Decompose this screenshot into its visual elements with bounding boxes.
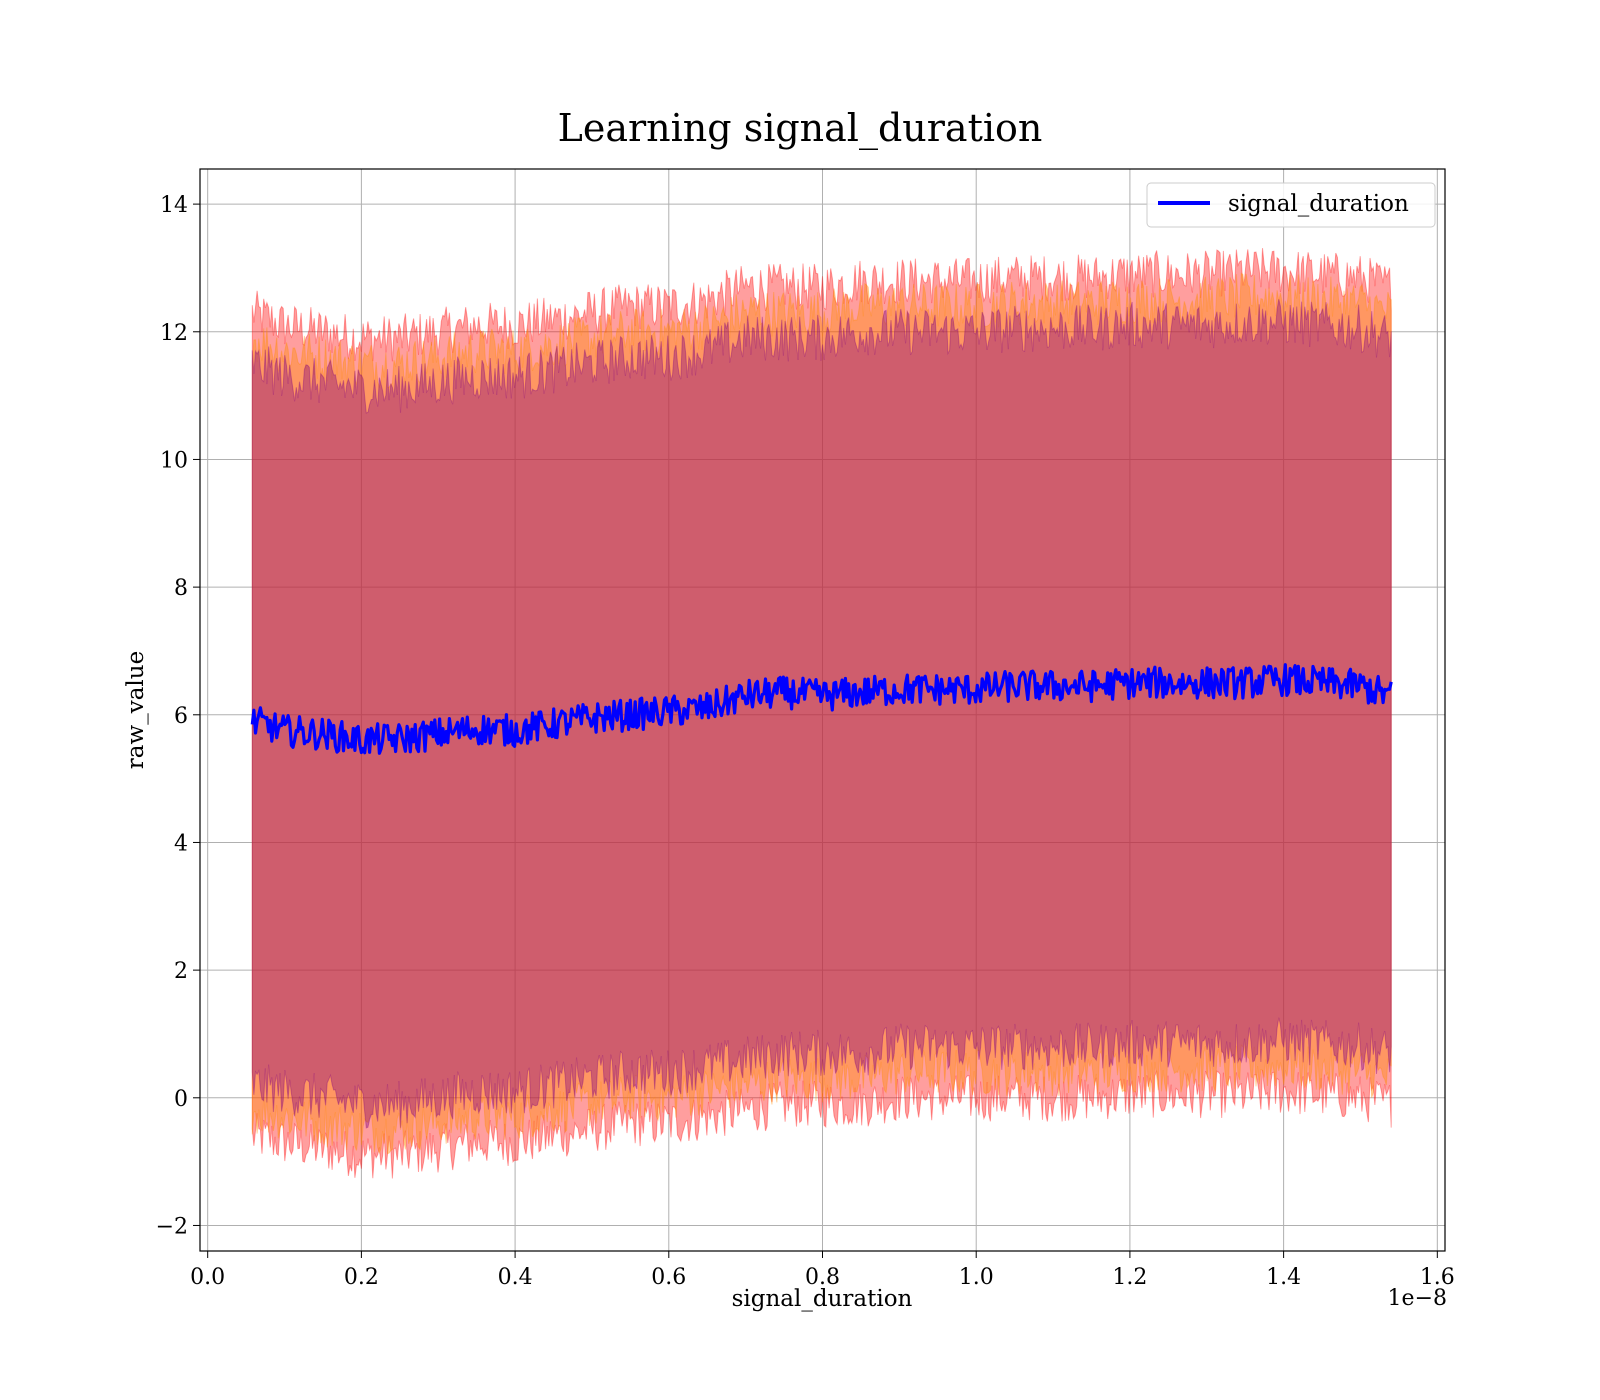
x-tick-label: 1.6 <box>1420 1265 1455 1290</box>
band-outer <box>251 248 1392 1179</box>
series-lines <box>250 663 1393 755</box>
x-tick-label: 1.2 <box>1112 1265 1147 1290</box>
x-tick-label: 0.2 <box>344 1265 379 1290</box>
y-axis-ticks: −2 0 2 4 6 8 10 12 14 <box>156 193 200 1239</box>
series-line-signal_duration <box>250 663 1393 755</box>
y-tick-label: 0 <box>174 1087 188 1112</box>
x-tick-label: 1.0 <box>959 1265 994 1290</box>
y-tick-label: 6 <box>174 704 188 729</box>
legend-box <box>1146 182 1436 228</box>
confidence-bands <box>251 248 1392 1179</box>
y-tick-label: 4 <box>174 831 188 856</box>
x-tick-label: 0.6 <box>651 1265 686 1290</box>
band-middle <box>251 272 1392 1155</box>
x-tick-label: 1.4 <box>1266 1265 1301 1290</box>
x-axis-label: signal_duration <box>732 1286 913 1312</box>
chart-title: Learning signal_duration <box>558 106 1043 151</box>
band-inner <box>251 299 1392 1129</box>
x-axis-offset-label: 1e−8 <box>1388 1286 1447 1311</box>
x-tick-label: 0.4 <box>498 1265 533 1290</box>
y-tick-label: 8 <box>174 576 188 601</box>
y-tick-label: 12 <box>160 321 188 346</box>
y-tick-label: 14 <box>160 193 188 218</box>
y-tick-label: 10 <box>160 448 188 473</box>
x-tick-label: 0.0 <box>190 1265 225 1290</box>
grid-lines <box>200 169 1445 1251</box>
x-tick-label: 0.8 <box>805 1265 840 1290</box>
y-axis-label: raw_value <box>123 651 149 769</box>
x-axis-ticks: 0.0 0.2 0.4 0.6 0.8 1.0 1.2 1.4 1.6 <box>190 1251 1455 1290</box>
legend: signal_duration <box>1146 182 1436 228</box>
y-tick-label: 2 <box>174 959 188 984</box>
legend-label-signal_duration: signal_duration <box>1228 191 1409 217</box>
y-tick-label: −2 <box>156 1214 188 1239</box>
